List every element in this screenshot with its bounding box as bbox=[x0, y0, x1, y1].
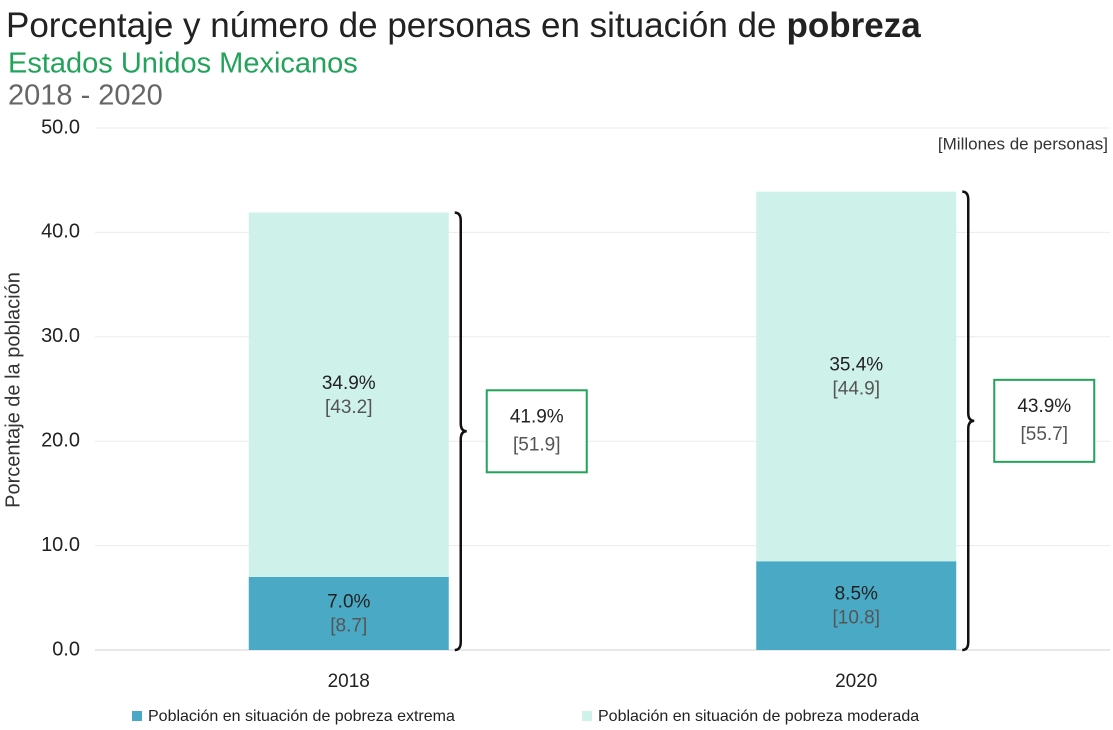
total-bracket bbox=[454, 211, 467, 652]
bar-segment bbox=[248, 212, 449, 577]
bar-segment bbox=[756, 191, 957, 562]
value-label: 8.5% bbox=[835, 584, 878, 605]
bar-segment bbox=[248, 576, 449, 650]
chart-title: Porcentaje y número de personas en situa… bbox=[6, 6, 921, 45]
millions-label: [43.2] bbox=[325, 397, 373, 418]
y-tick-label: 10.0 bbox=[41, 534, 80, 556]
x-tick-label: 2018 bbox=[328, 671, 370, 692]
total-label: 41.9% bbox=[510, 406, 564, 427]
total-millions-label: [55.7] bbox=[1020, 424, 1068, 445]
y-tick-label: 50.0 bbox=[41, 116, 80, 138]
title-part: Porcentaje y número de personas en situa… bbox=[6, 6, 776, 45]
total-bracket bbox=[962, 190, 975, 652]
unit-note: [Millones de personas] bbox=[938, 134, 1108, 153]
legend-swatch bbox=[582, 711, 592, 721]
millions-label: [44.9] bbox=[832, 378, 880, 399]
y-tick-label: 40.0 bbox=[41, 221, 80, 243]
total-label: 43.9% bbox=[1017, 396, 1071, 417]
y-tick-label: 30.0 bbox=[41, 325, 80, 347]
title-part: pobreza bbox=[786, 6, 921, 45]
total-box bbox=[993, 378, 1096, 463]
millions-label: [8.7] bbox=[330, 615, 367, 636]
value-label: 35.4% bbox=[829, 354, 883, 375]
total-box bbox=[485, 389, 588, 474]
legend-label: Población en situación de pobreza extrem… bbox=[148, 708, 455, 725]
millions-label: [10.8] bbox=[832, 608, 880, 629]
x-tick-label: 2020 bbox=[835, 671, 877, 692]
y-tick-label: 0.0 bbox=[52, 638, 80, 660]
total-millions-label: [51.9] bbox=[513, 434, 561, 455]
bar-segment bbox=[756, 561, 957, 650]
subtitle: Estados Unidos Mexicanos bbox=[8, 48, 358, 80]
period: 2018 - 2020 bbox=[8, 80, 163, 112]
value-label: 7.0% bbox=[327, 591, 370, 612]
legend-label: Población en situación de pobreza modera… bbox=[598, 708, 919, 725]
value-label: 34.9% bbox=[322, 373, 376, 394]
y-axis-label: Porcentaje de la población bbox=[2, 272, 24, 508]
y-tick-label: 20.0 bbox=[41, 429, 80, 451]
legend-swatch bbox=[132, 711, 142, 721]
